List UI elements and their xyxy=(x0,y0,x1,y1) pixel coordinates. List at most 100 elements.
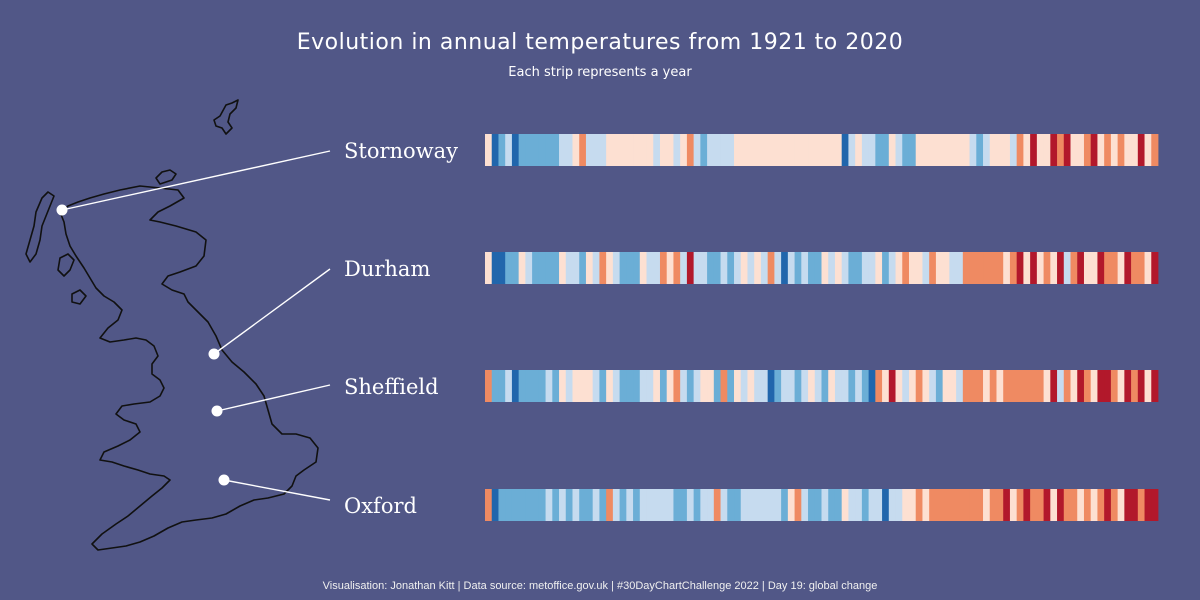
year-stripe xyxy=(754,134,762,166)
year-stripe xyxy=(579,370,587,402)
year-stripe xyxy=(1110,489,1119,521)
year-stripe xyxy=(841,134,849,166)
year-stripe xyxy=(841,489,849,521)
year-stripe xyxy=(1043,370,1051,402)
year-stripe xyxy=(774,370,782,402)
year-stripe xyxy=(996,370,1004,402)
year-stripe xyxy=(680,370,688,402)
year-stripe xyxy=(485,489,493,521)
year-stripe xyxy=(599,252,607,284)
year-stripe xyxy=(801,134,809,166)
year-stripe xyxy=(1151,370,1159,402)
year-stripe xyxy=(633,252,641,284)
year-stripe xyxy=(747,489,755,521)
year-stripe xyxy=(612,370,620,402)
year-stripe xyxy=(646,134,654,166)
year-stripe xyxy=(1104,252,1112,284)
orkney-islands xyxy=(155,169,177,185)
year-stripe xyxy=(1050,252,1058,284)
year-stripe xyxy=(505,489,513,521)
year-stripe xyxy=(942,252,950,284)
year-stripe xyxy=(787,134,795,166)
year-stripe xyxy=(834,252,843,284)
year-stripe xyxy=(713,134,721,166)
year-stripe xyxy=(821,489,829,521)
year-stripe xyxy=(767,489,775,521)
year-stripe xyxy=(498,134,506,166)
year-stripe xyxy=(1063,252,1071,284)
year-stripe xyxy=(1003,252,1011,284)
year-stripe xyxy=(626,489,634,521)
year-stripe xyxy=(532,134,540,166)
year-stripe xyxy=(1110,370,1119,402)
year-stripe xyxy=(882,370,890,402)
year-stripe xyxy=(606,134,614,166)
year-stripe xyxy=(518,134,526,166)
year-stripe xyxy=(1023,489,1031,521)
year-stripe xyxy=(633,134,641,166)
year-stripe xyxy=(834,489,843,521)
year-stripe xyxy=(1043,134,1051,166)
year-stripe xyxy=(592,370,600,402)
year-stripe xyxy=(680,134,688,166)
city-marker xyxy=(218,474,230,486)
year-stripe xyxy=(639,252,647,284)
year-stripe xyxy=(538,370,546,402)
year-stripe xyxy=(511,370,520,402)
year-stripe xyxy=(996,134,1004,166)
year-stripe xyxy=(619,489,627,521)
year-stripe xyxy=(734,134,742,166)
year-stripe xyxy=(949,370,957,402)
year-stripe xyxy=(915,134,923,166)
year-stripe xyxy=(1090,134,1098,166)
year-stripe xyxy=(976,252,984,284)
year-stripe xyxy=(929,370,937,402)
year-stripe xyxy=(794,370,802,402)
year-stripe xyxy=(828,370,836,402)
stripe-row-durham xyxy=(485,252,1159,284)
year-stripe xyxy=(821,252,829,284)
year-stripe xyxy=(1009,134,1018,166)
year-stripe xyxy=(983,489,991,521)
year-stripe xyxy=(855,134,863,166)
year-stripe xyxy=(969,489,977,521)
year-stripe xyxy=(1137,370,1145,402)
year-stripe xyxy=(599,370,607,402)
year-stripe xyxy=(935,370,944,402)
year-stripe xyxy=(491,134,499,166)
year-stripe xyxy=(1057,370,1065,402)
year-stripe xyxy=(882,489,890,521)
year-stripe xyxy=(1131,134,1139,166)
year-stripe xyxy=(834,134,843,166)
year-stripe xyxy=(915,252,923,284)
year-stripe xyxy=(956,370,964,402)
year-stripe xyxy=(908,489,917,521)
year-stripe xyxy=(579,252,587,284)
year-stripe xyxy=(525,489,533,521)
year-stripe xyxy=(700,134,708,166)
year-stripe xyxy=(781,134,789,166)
year-stripe xyxy=(895,134,903,166)
year-stripe xyxy=(485,370,493,402)
year-stripe xyxy=(1057,489,1065,521)
year-stripe xyxy=(713,370,721,402)
year-stripe xyxy=(895,370,903,402)
year-stripe xyxy=(1063,489,1071,521)
year-stripe xyxy=(895,252,903,284)
year-stripe xyxy=(828,252,836,284)
year-stripe xyxy=(1131,370,1139,402)
year-stripe xyxy=(511,134,520,166)
year-stripe xyxy=(565,252,573,284)
year-stripe xyxy=(814,489,822,521)
year-stripe xyxy=(680,252,688,284)
year-stripe xyxy=(646,252,654,284)
year-stripe xyxy=(801,489,809,521)
year-stripe xyxy=(935,134,944,166)
year-stripe xyxy=(633,370,641,402)
year-stripe xyxy=(1110,134,1119,166)
year-stripe xyxy=(572,252,580,284)
year-stripe xyxy=(1009,370,1018,402)
year-stripe xyxy=(599,489,607,521)
year-stripe xyxy=(720,489,728,521)
